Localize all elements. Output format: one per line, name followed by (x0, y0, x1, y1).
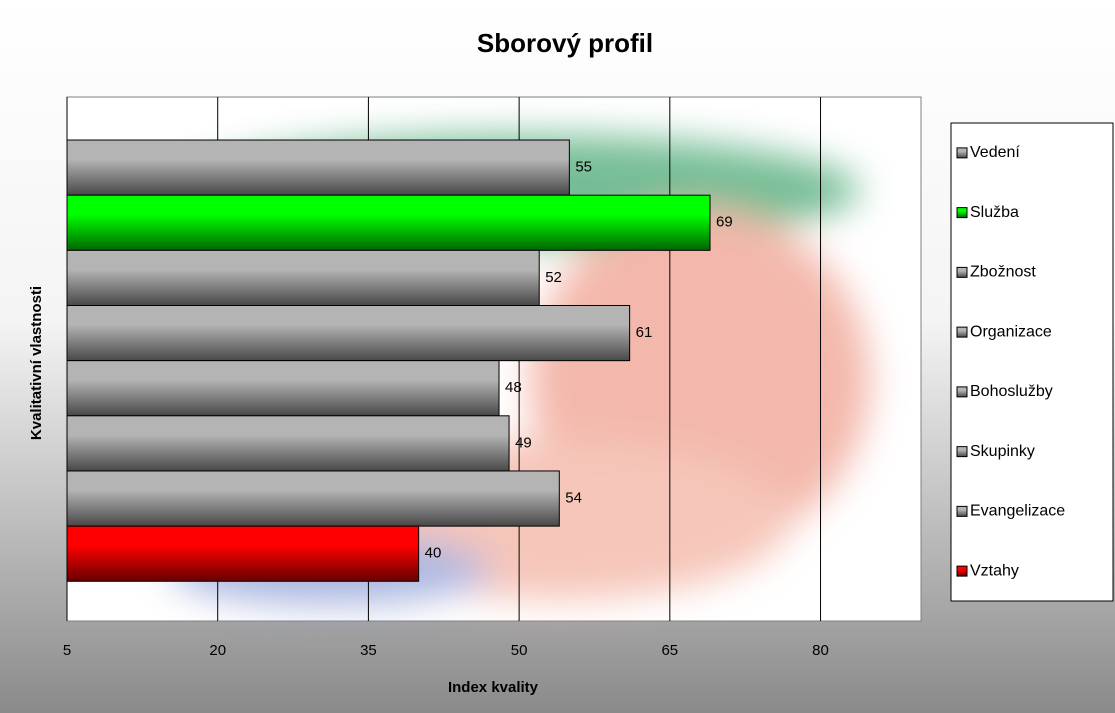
x-tick-label: 50 (511, 642, 528, 659)
data-label: 61 (636, 324, 653, 341)
legend-swatch (956, 565, 968, 577)
x-axis-label: Index kvality (448, 679, 539, 696)
data-label: 54 (565, 490, 582, 507)
legend-swatch (956, 446, 968, 458)
bar (66, 194, 711, 251)
bar (66, 249, 540, 306)
legend-box (950, 122, 1114, 602)
legend-label: Skupinky (970, 443, 1035, 460)
legend-label: Organizace (970, 323, 1052, 340)
bar (66, 139, 570, 196)
legend-label: Vedení (970, 144, 1020, 161)
legend-label: Bohoslužby (970, 383, 1053, 400)
data-label: 69 (716, 214, 733, 231)
legend-swatch (956, 266, 968, 278)
legend-swatch (956, 386, 968, 398)
data-label: 48 (505, 379, 522, 396)
data-label: 52 (545, 269, 562, 286)
data-label: 55 (575, 159, 592, 176)
data-label: 49 (515, 434, 532, 451)
legend-label: Vztahy (970, 562, 1019, 579)
legend-label: Služba (970, 204, 1019, 221)
y-axis-label: Kvalitativní vlastnosti (28, 286, 45, 440)
legend-swatch (956, 207, 968, 219)
legend-swatch (956, 505, 968, 517)
x-tick-label: 65 (661, 642, 678, 659)
bar (66, 415, 510, 472)
legend-label: Zbožnost (970, 264, 1036, 281)
bar (66, 304, 631, 362)
x-tick-label: 20 (209, 642, 226, 659)
x-tick-label: 80 (812, 642, 829, 659)
legend-label: Evangelizace (970, 503, 1065, 520)
chart-title: Sborový profil (477, 28, 653, 58)
x-tick-label: 35 (360, 642, 377, 659)
legend-swatch (956, 147, 968, 159)
data-label: 40 (425, 545, 442, 562)
bar (66, 360, 500, 417)
bar (66, 470, 560, 527)
legend-swatch (956, 326, 968, 338)
x-tick-label: 5 (63, 642, 71, 659)
bar (66, 525, 420, 582)
